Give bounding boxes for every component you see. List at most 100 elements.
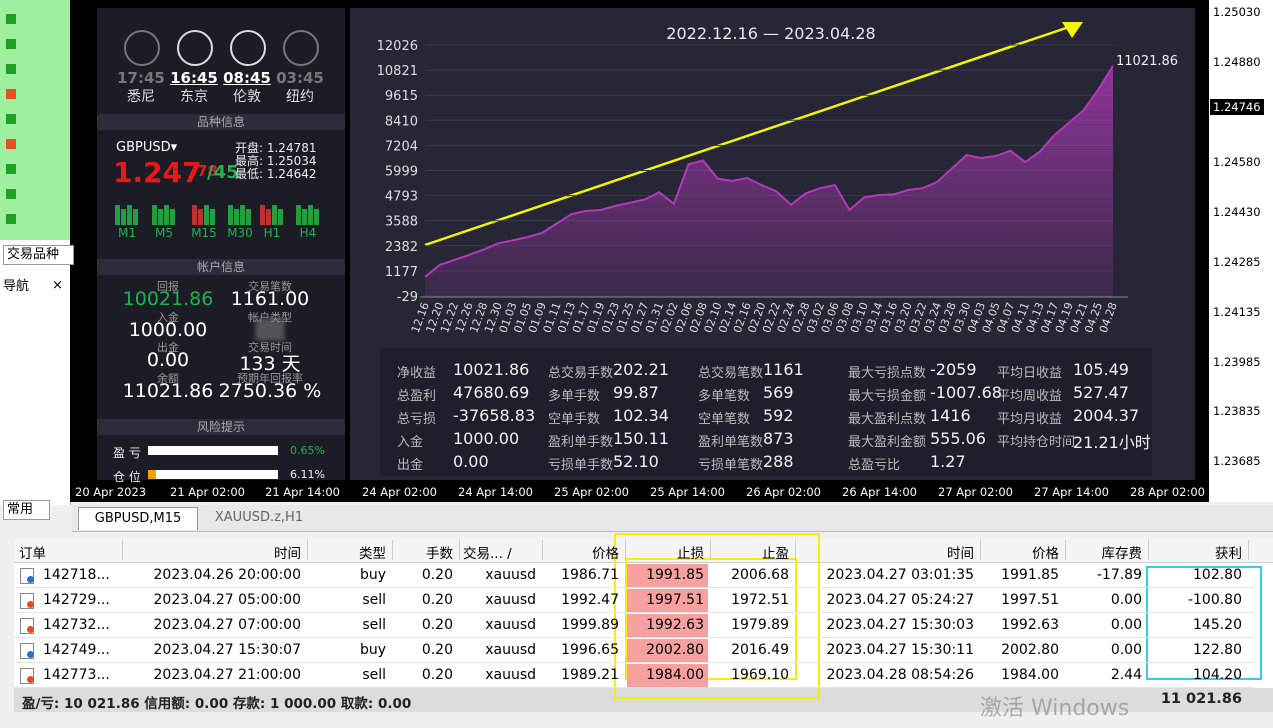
arrow-icon xyxy=(6,39,16,49)
table-footer xyxy=(14,688,1273,712)
signal-bar xyxy=(240,205,245,225)
stat-value: 102.34 xyxy=(613,406,669,425)
equity-area xyxy=(425,65,1113,297)
y-tick-label: 9615 xyxy=(385,89,418,104)
stat-label: 多单笔数 xyxy=(698,389,751,404)
symbol-low: 最低: 1.24642 xyxy=(235,167,317,181)
stat-value: 1161 xyxy=(763,360,804,379)
cell: 2023.04.27 15:30:03 xyxy=(826,617,975,633)
navigator xyxy=(0,240,71,505)
account-label: 回报 xyxy=(157,280,179,293)
column-divider xyxy=(1148,540,1149,560)
risk-label: 盈 亏 xyxy=(113,446,141,460)
time-label: 26 Apr 14:00 xyxy=(842,485,917,499)
column-header[interactable]: 库存费 xyxy=(1101,546,1143,562)
account-value: ▒▒ xyxy=(255,318,285,341)
cell: 0.20 xyxy=(421,592,453,608)
ask-price: /45 xyxy=(207,162,239,183)
signal-bar xyxy=(210,209,215,225)
stoploss-cell xyxy=(627,664,708,687)
clock-time: 08:45 xyxy=(223,69,271,87)
cell: 142718... xyxy=(43,567,110,583)
highlight-box xyxy=(614,533,820,699)
cell: 0.00 xyxy=(1110,617,1142,633)
arrow-head xyxy=(1062,22,1083,38)
watermark: 激活 Windows xyxy=(980,696,1130,721)
clock-time: 03:45 xyxy=(276,69,324,87)
stat-value: 1000.00 xyxy=(453,429,520,448)
column-header[interactable]: 时间 xyxy=(947,546,974,562)
highlight-box xyxy=(625,558,797,680)
price-label: 1.24135 xyxy=(1213,305,1261,319)
column-header[interactable]: 手数 xyxy=(426,546,453,562)
price-label: 1.24580 xyxy=(1213,155,1261,169)
cell: 2.44 xyxy=(1110,667,1142,683)
risk-value: 6.11% xyxy=(290,468,325,481)
cell: 2023.04.26 20:00:00 xyxy=(153,567,302,583)
stat-value: 10021.86 xyxy=(453,360,530,379)
stat-value: 105.49 xyxy=(1073,360,1129,379)
row-line xyxy=(14,687,1254,688)
column-header[interactable]: 止盈 xyxy=(762,546,789,562)
cell: 122.80 xyxy=(1193,642,1242,658)
cell: 2002.80 xyxy=(1001,642,1059,658)
cell: 1984.00 xyxy=(1001,667,1059,683)
column-header[interactable]: 交易... / xyxy=(463,546,512,562)
y-tick-label: 4793 xyxy=(385,190,418,205)
account-label: 出金 xyxy=(157,341,179,354)
time-label: 25 Apr 02:00 xyxy=(554,485,629,499)
arrow-icon xyxy=(6,214,16,224)
column-header[interactable]: 获利 xyxy=(1215,546,1242,562)
signal-bar xyxy=(133,209,138,225)
column-header[interactable]: 价格 xyxy=(1032,546,1059,562)
y-tick-label: 10821 xyxy=(377,64,418,79)
signal-bar xyxy=(127,205,132,225)
cell: 104.20 xyxy=(1193,667,1242,683)
column-divider xyxy=(1065,540,1066,560)
cell: 0.00 xyxy=(1110,642,1142,658)
column-divider xyxy=(392,540,393,560)
y-tick-label: 12026 xyxy=(377,39,418,54)
cell: 1984.00 xyxy=(646,667,704,683)
chart-tab[interactable]: XAUUSD.z,H1 xyxy=(214,510,304,525)
signal-bar xyxy=(198,209,203,225)
sidebar-tab: 导航 xyxy=(3,279,30,294)
trend-arrow xyxy=(424,23,1076,247)
column-header[interactable]: 价格 xyxy=(592,546,619,562)
cell: 1999.89 xyxy=(561,617,619,633)
column-header[interactable]: 止损 xyxy=(677,546,704,562)
stoploss-cell xyxy=(627,614,708,637)
chart-tab[interactable]: GBPUSD,M15 xyxy=(78,507,198,530)
column-header[interactable]: 时间 xyxy=(274,546,301,562)
cell: 1992.63 xyxy=(1001,617,1059,633)
stat-value: 2004.37 xyxy=(1073,406,1140,425)
signal-bar xyxy=(234,209,239,225)
cell: 1997.51 xyxy=(646,592,704,608)
signal-bar xyxy=(296,205,301,225)
price-label: 1.23685 xyxy=(1213,454,1261,468)
account-label: 交易时间 xyxy=(248,341,292,354)
arrow-icon xyxy=(6,64,16,74)
risk-bar xyxy=(148,446,278,455)
y-tick-label: 2382 xyxy=(385,240,418,255)
cell: 2023.04.27 15:30:11 xyxy=(826,642,975,658)
stat-label: 最大盈利金额 xyxy=(848,435,927,450)
stat-label: 最大盈利点数 xyxy=(848,412,927,427)
cell: 2023.04.27 15:30:07 xyxy=(153,642,302,658)
stat-label: 最大亏损点数 xyxy=(848,366,927,381)
signal-bar xyxy=(158,209,163,225)
risk-bar xyxy=(148,470,278,479)
cell: 2023.04.27 05:00:00 xyxy=(153,592,302,608)
stat-label: 空单手数 xyxy=(548,412,601,427)
column-divider xyxy=(980,540,981,560)
timeframe: M5 xyxy=(155,226,173,240)
column-header[interactable]: 类型 xyxy=(359,546,386,562)
price-axis xyxy=(1208,0,1273,502)
cell: sell xyxy=(362,667,386,683)
section-header-bar xyxy=(97,259,345,275)
bid-small: 78 xyxy=(197,162,218,180)
price-label: 1.24285 xyxy=(1213,255,1261,269)
stat-label: 平均月收益 xyxy=(997,412,1063,427)
column-header[interactable]: 订单 xyxy=(19,546,46,562)
row-line xyxy=(14,612,1254,613)
